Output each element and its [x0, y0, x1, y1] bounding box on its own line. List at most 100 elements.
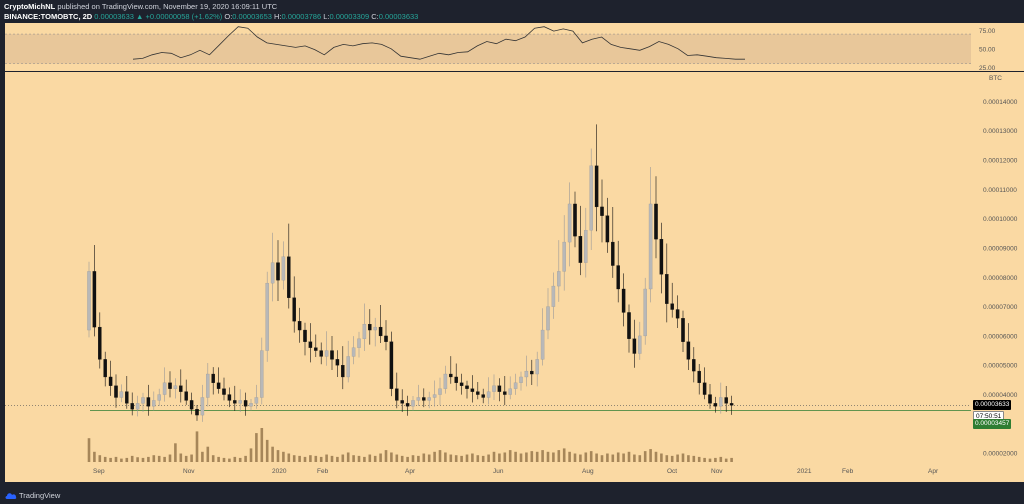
candle-body	[470, 388, 475, 392]
volume-bar	[309, 455, 312, 462]
candle-body	[173, 385, 178, 389]
candle-body	[276, 262, 280, 281]
volume-bar	[449, 454, 453, 462]
rsi-chart[interactable]	[5, 23, 971, 71]
rsi-axis-labels: 75.00 50.00 25.00	[979, 28, 996, 71]
candle-body	[486, 391, 491, 398]
symbol-name[interactable]: BINANCE:TOMOBTC, 2D	[4, 12, 93, 21]
price-tick-label: 0.00010000	[983, 216, 1018, 223]
candle-body	[308, 341, 313, 348]
candle-body	[643, 288, 647, 337]
rsi-pane[interactable]	[5, 23, 971, 71]
volume-bar	[114, 456, 118, 462]
candle-body	[724, 397, 728, 404]
close-value: 0.00003633	[378, 12, 419, 21]
candle-body	[686, 341, 691, 360]
volume-bar	[98, 455, 102, 462]
volume-bar	[519, 453, 523, 462]
candle-body	[519, 376, 523, 383]
candle-body	[692, 359, 696, 372]
high-label: H:	[274, 12, 282, 21]
volume-bar	[568, 451, 571, 462]
candle-body	[287, 256, 291, 298]
candle-body	[670, 303, 674, 310]
author-name[interactable]: CryptoMichNL	[4, 2, 56, 11]
cloud-icon	[5, 493, 17, 500]
volume-bar	[163, 456, 166, 462]
volume-bar	[330, 455, 334, 462]
price-axis-labels: BTC 0.00014000 0.00013000 0.00012000 0.00011…	[983, 75, 1018, 458]
candle-body	[168, 382, 172, 389]
volume-bar	[249, 448, 253, 462]
volume-bar	[184, 455, 188, 462]
candle-body	[249, 403, 253, 407]
volume-bar	[579, 454, 582, 462]
candle-body	[189, 400, 194, 410]
volume-bar	[552, 452, 555, 462]
candle-body	[297, 321, 302, 331]
volume-bar	[676, 454, 679, 462]
candle-body	[573, 203, 577, 237]
volume-bar	[730, 457, 733, 462]
candle-body	[557, 271, 561, 287]
candle-body	[584, 230, 588, 263]
volume-bar	[530, 451, 534, 462]
candle-body	[395, 388, 399, 401]
candle-body	[589, 165, 593, 231]
candle-body	[303, 329, 307, 342]
volume-bar	[627, 451, 631, 462]
candle-body	[260, 350, 264, 398]
volume-bar	[665, 455, 669, 462]
volume-bar	[228, 458, 231, 462]
volume-bar	[708, 458, 712, 462]
candle-body	[697, 370, 701, 383]
volume-bar	[379, 453, 382, 462]
volume-bar	[255, 433, 258, 462]
volume-bar	[417, 455, 420, 462]
candle-body	[184, 391, 188, 401]
candle-body	[594, 165, 599, 208]
candle-body	[675, 309, 680, 319]
price-tick-label: 0.00005000	[983, 363, 1018, 370]
volume-bar	[411, 455, 415, 462]
candle-body	[157, 394, 161, 401]
candle-body	[227, 394, 232, 401]
candle-body	[378, 326, 383, 337]
candle-body	[98, 326, 102, 360]
candle-body	[535, 359, 539, 375]
time-axis[interactable]: Sep Nov 2020 Feb Apr Jun Aug Oct Nov 2021 Feb Apr	[5, 462, 1024, 482]
volume-bar	[125, 457, 129, 462]
price-tick-label: 0.00012000	[983, 157, 1018, 164]
volume-bar	[633, 454, 636, 462]
rsi-axis[interactable]: 75.00 50.00 25.00	[971, 23, 1024, 71]
candle-body	[443, 373, 448, 389]
horizontal-line-price-tag: 0.00003457	[973, 419, 1012, 430]
candle-body	[162, 382, 167, 395]
candle-body	[281, 256, 286, 281]
volume-bar	[157, 455, 161, 462]
volume-bar	[260, 428, 264, 462]
volume-bar	[287, 453, 291, 462]
price-tick-label: 0.00013000	[983, 128, 1018, 135]
price-pane[interactable]	[5, 72, 971, 462]
volume-bar	[103, 456, 107, 462]
volume-bar	[427, 454, 431, 462]
volume-bar	[244, 455, 247, 462]
candle-body	[546, 306, 550, 331]
candle-body	[719, 397, 723, 407]
candlestick-chart[interactable]	[5, 72, 971, 462]
volume-bar	[233, 456, 237, 462]
volume-bar	[87, 438, 91, 462]
candle-body	[702, 382, 707, 395]
candle-body	[270, 262, 275, 284]
volume-bar	[384, 450, 388, 462]
price-axis[interactable]: BTC 0.00014000 0.00013000 0.00012000 0.00011…	[971, 72, 1024, 462]
volume-bar	[422, 453, 426, 462]
volume-bar	[282, 451, 285, 462]
volume-bar	[697, 456, 701, 462]
candle-body	[384, 335, 388, 342]
candle-body	[108, 376, 113, 386]
chart-area[interactable]: 75.00 50.00 25.00 BTC 0.00014000 0.00013000 0…	[0, 22, 1024, 488]
tradingview-logo[interactable]: TradingView	[5, 491, 60, 501]
candle-body	[324, 350, 329, 357]
